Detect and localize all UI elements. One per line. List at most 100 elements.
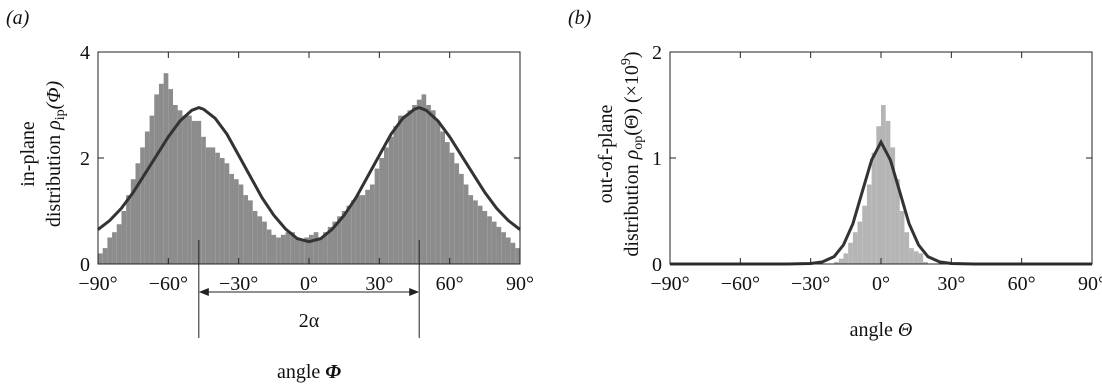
histogram-bar [496,226,502,264]
x-tick-label: 0° [872,273,890,295]
histogram-bar [909,248,914,264]
panel-b-ylabel-prefix: distribution [621,159,643,256]
x-tick-label: −90° [650,273,689,295]
histogram-bar [107,237,113,264]
histogram-bar [163,73,169,264]
histogram-bar [454,163,460,264]
histogram-bar [205,147,211,264]
histogram-bar [154,94,159,265]
panel-a-fit-curve [97,106,521,244]
arrowhead-right [409,288,420,296]
histogram-bar [435,120,441,265]
panel-a-label: (a) [6,7,30,29]
histogram-bar [388,136,394,264]
histogram-bar [407,110,413,264]
histogram-bar [285,232,291,264]
histogram-bar [510,242,516,264]
histogram-bar [487,216,492,264]
histogram-bar [379,158,385,264]
histogram-bar [885,120,891,265]
histogram-bar [276,237,281,264]
histogram-bar [238,184,244,264]
panel-b-xlabel-prefix: angle [850,319,898,341]
panel-a-ylabel-sub: ip [53,109,68,120]
histogram-bar [102,248,108,264]
histogram-bar [374,168,380,264]
histogram-bar [491,221,497,264]
histogram-bar [838,258,844,264]
histogram-bar [501,232,506,264]
histogram-bar [857,221,863,264]
histogram-bar [294,237,300,264]
histogram-bar [412,105,417,264]
panel-b-histogram [834,105,928,265]
histogram-bar [365,189,370,264]
histogram-bar [177,110,183,264]
histogram-bar [369,184,375,264]
panel-a-y-ticks: 0 2 4 [80,42,520,276]
histogram-bar [848,242,853,264]
histogram-bar [468,195,474,264]
histogram-bar [444,142,450,264]
histogram-bar [196,120,202,265]
x-tick-label: 60° [1008,273,1036,295]
histogram-bar [430,110,436,264]
panel-b-fit-curve [670,138,1092,266]
x-tick-label: −30° [219,273,258,295]
histogram-bar [266,229,272,264]
panel-a-ylabel-prefix: distribution [43,130,65,227]
histogram-bar [299,240,305,264]
x-tick-label: −60° [721,273,760,295]
histogram-bar [280,234,286,264]
histogram-bar [126,195,131,264]
panel-a-ylabel-arg: (Φ) [43,81,65,110]
panel-b-xlabel-symbol: Θ [898,319,912,341]
panel-a-xlabel-prefix: angle [277,361,325,383]
histogram-bar [923,261,928,264]
arrowhead-left [198,288,209,296]
histogram-bar [918,253,924,264]
histogram-bar [899,211,905,264]
x-tick-label: 30° [365,273,393,295]
histogram-bar [351,200,356,264]
histogram-bar [834,261,839,264]
histogram-bar [337,216,342,264]
histogram-bar [473,200,478,264]
histogram-bar [505,237,511,264]
panel-b-ylabel-rho: ρ [621,150,643,161]
annotation-2alpha-label: 2α [299,310,320,332]
histogram-bar [304,237,309,264]
histogram-bar [121,211,127,264]
x-tick-label: 0° [300,273,318,295]
histogram-bar [904,232,910,264]
histogram-bar [332,221,338,264]
panel-b-out-of-plane: (b) out-of-plane distribution ρop(Θ) (×1… [568,7,1102,341]
histogram-bar [135,163,141,264]
panel-a-x-ticks: −90° −60° −30° 0° 30° 60° 90° [78,52,534,295]
histogram-bar [355,195,361,264]
panel-b-ylabel-arg: (Θ) (×10 [621,65,643,136]
x-tick-label: −90° [78,273,117,295]
histogram-bar [871,152,877,264]
panel-a-ylabel-rho: ρ [43,120,65,131]
histogram-bar [98,253,103,264]
histogram-bar [173,105,178,264]
histogram-bar [224,163,230,264]
histogram-bar [346,205,352,264]
panel-b-ylabel-line2: distribution ρop(Θ) (×109) [619,51,646,256]
histogram-bar [229,173,234,264]
histogram-bar [843,253,849,264]
y-tick-label: 1 [652,148,662,170]
panel-b-ylabel-close: ) [621,51,643,58]
panel-b-label: (b) [568,7,592,29]
histogram-bar [890,147,896,264]
histogram-bar [398,115,403,264]
x-tick-label: 60° [436,273,464,295]
y-tick-label: 2 [652,42,662,64]
panel-b-xlabel: angle Θ [850,319,913,341]
histogram-bar [290,232,295,264]
panel-a-in-plane: (a) in-plane distribution ρip(Φ) 0 2 4 −90… [6,7,534,383]
histogram-bar [168,89,174,264]
histogram-bar [440,131,445,264]
